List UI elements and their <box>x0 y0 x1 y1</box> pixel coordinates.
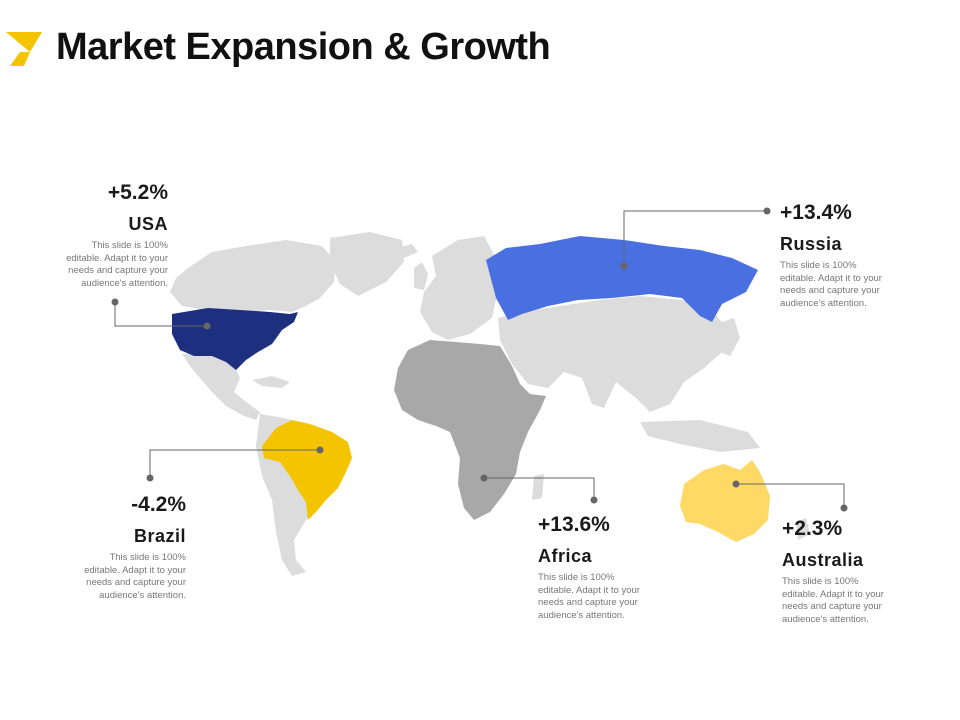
australia-connector <box>736 483 845 508</box>
connector-dots <box>111 207 848 512</box>
russia-description: This slide is 100% editable. Adapt it to… <box>780 260 882 309</box>
africa-region[interactable] <box>394 340 546 520</box>
usa-label: USA <box>128 214 168 234</box>
usa-callout: +5.2% USA This slide is 100% editable. A… <box>40 180 168 290</box>
indonesia-shape <box>640 420 760 452</box>
connector-lines <box>114 210 845 508</box>
australia-region[interactable] <box>680 460 770 542</box>
usa-description: This slide is 100% editable. Adapt it to… <box>66 240 168 289</box>
greenland-shape <box>330 232 404 296</box>
japan-shape <box>720 318 740 356</box>
russia-dot-callout <box>763 207 771 215</box>
canada-shape <box>170 240 336 312</box>
brazil-dot-map <box>316 446 324 454</box>
russia-label: Russia <box>780 234 843 254</box>
uk-shape <box>414 262 428 290</box>
usa-dot-map <box>203 322 211 330</box>
australia-label: Australia <box>782 550 864 570</box>
australia-dot-map <box>732 480 740 488</box>
usa-dot-callout <box>111 298 119 306</box>
brazil-label: Brazil <box>133 526 186 546</box>
madagascar-shape <box>532 474 544 500</box>
africa-callout: +13.6% Africa This slide is 100% editabl… <box>538 512 678 622</box>
russia-value: +13.4% <box>780 201 852 224</box>
brazil-connector <box>149 449 320 478</box>
asia-shape <box>498 296 728 412</box>
russia-callout: +13.4% Russia This slide is 100% editabl… <box>780 200 920 310</box>
africa-label: Africa <box>538 546 593 566</box>
australia-dot-callout <box>840 504 848 512</box>
russia-connector <box>623 210 767 266</box>
page-title: Market Expansion & Growth <box>56 26 551 68</box>
africa-value: +13.6% <box>538 513 610 536</box>
australia-description: This slide is 100% editable. Adapt it to… <box>782 576 884 625</box>
africa-connector <box>484 477 595 500</box>
russia-dot-map <box>620 262 628 270</box>
caribbean-shape <box>252 376 290 388</box>
brazil-description: This slide is 100% editable. Adapt it to… <box>84 552 186 601</box>
russia-region[interactable] <box>486 236 758 322</box>
australia-callout: +2.3% Australia This slide is 100% edita… <box>782 516 922 626</box>
logo-top-shape <box>6 32 42 52</box>
brazil-dot-callout <box>146 474 154 482</box>
usa-connector <box>114 302 207 327</box>
europe-shape <box>420 236 498 340</box>
usa-value: +5.2% <box>107 181 168 204</box>
iceland-shape <box>396 244 418 258</box>
brazil-value: -4.2% <box>131 493 186 516</box>
australia-value: +2.3% <box>782 517 843 540</box>
brazil-callout: -4.2% Brazil This slide is 100% editable… <box>56 492 186 602</box>
logo-icon <box>6 32 42 66</box>
usa-region[interactable] <box>172 308 298 370</box>
mexico-shape <box>182 354 260 420</box>
logo-bottom-shape <box>10 52 30 66</box>
brazil-region[interactable] <box>262 420 352 520</box>
africa-dot-callout <box>590 496 598 504</box>
new-zealand-shape <box>796 518 810 540</box>
africa-description: This slide is 100% editable. Adapt it to… <box>538 572 640 621</box>
africa-dot-map <box>480 474 488 482</box>
